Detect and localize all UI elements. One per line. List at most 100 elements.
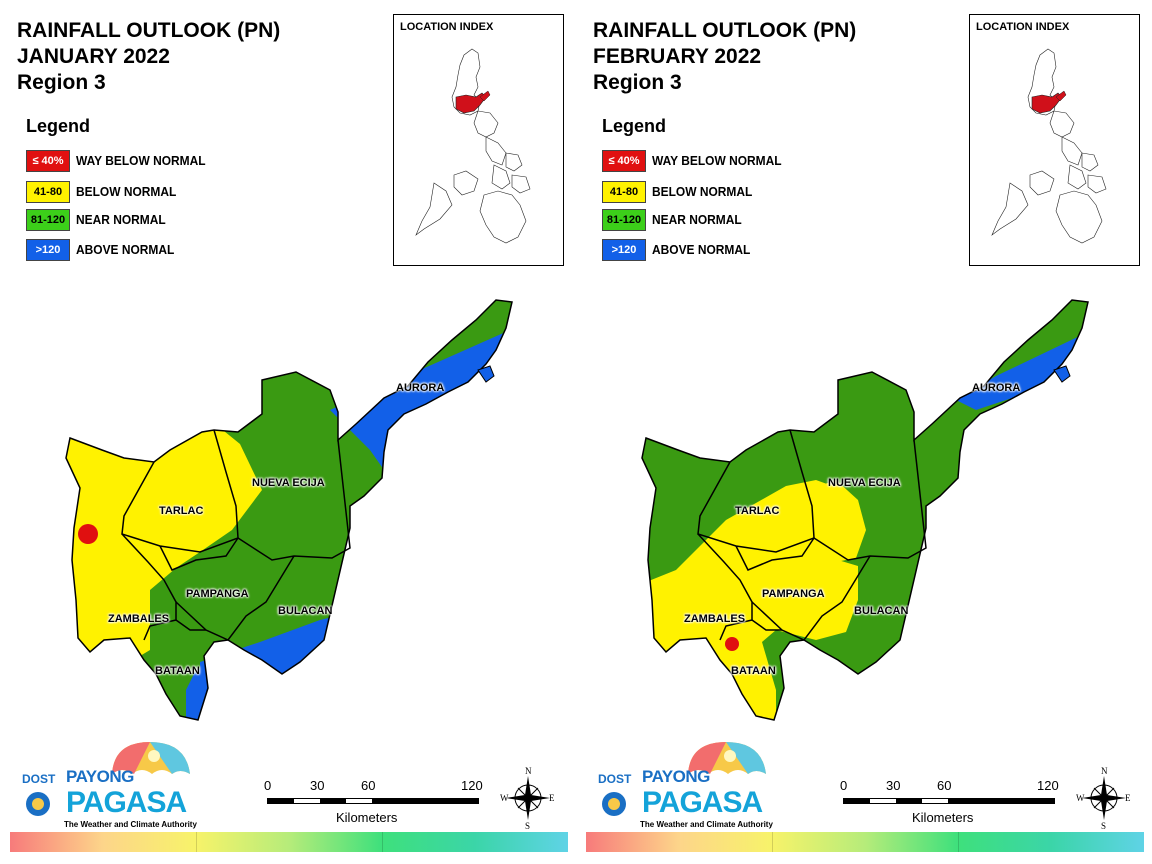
scale-tick: 0 — [264, 778, 272, 793]
compass-n: N — [1101, 766, 1108, 776]
compass-rose-icon: N E S W — [500, 766, 555, 831]
compass-e: E — [1125, 793, 1131, 803]
province-label-pampanga: PAMPANGA — [186, 588, 249, 600]
location-index-title: LOCATION INDEX — [976, 21, 1070, 33]
compass-n: N — [525, 766, 532, 776]
way-below-normal-zone — [725, 637, 739, 651]
scale-bar: 0 30 60 120 Kilometers — [840, 778, 1080, 828]
scale-bar-graphic — [843, 798, 1055, 804]
province-label-tarlac: TARLAC — [159, 505, 204, 517]
bataan-boundary — [751, 619, 782, 631]
province-label-zambales: ZAMBALES — [684, 613, 746, 625]
legend-swatch: ≤ 40% — [26, 150, 70, 172]
legend-label: NEAR NORMAL — [76, 212, 166, 227]
philippines-outline-map — [991, 48, 1107, 244]
legend-label: ABOVE NORMAL — [652, 242, 751, 257]
pampanga-north-boundary — [735, 537, 815, 571]
pagasa-logo: DOST PAYONG PAGASA The Weather and Clima… — [14, 740, 197, 832]
above-normal-zone — [956, 300, 1088, 410]
logo-dost-text: DOST — [22, 772, 56, 786]
logo-payong-text: PAYONG — [642, 767, 710, 786]
nueva-ecija-boundary — [237, 439, 351, 561]
below-normal-zone — [66, 410, 262, 662]
title-line-1: RAINFALL OUTLOOK (PN) — [17, 19, 281, 42]
tarlac-boundary — [697, 429, 815, 553]
compass-e: E — [549, 793, 555, 803]
footer-color-bar — [586, 832, 1144, 852]
logo-pagasa-text: PAGASA — [642, 786, 763, 819]
logo-payong-text: PAYONG — [66, 767, 134, 786]
title-line-2: FEBRUARY 2022 — [593, 45, 762, 68]
philippines-outline-map — [415, 48, 531, 244]
umbrella-icon — [26, 742, 190, 816]
pampanga-north-boundary — [159, 537, 239, 571]
logo-dost-text: DOST — [598, 772, 632, 786]
scale-unit-label: Kilometers — [336, 810, 398, 825]
scale-tick: 120 — [1037, 778, 1059, 793]
bataan-boundary — [175, 619, 206, 631]
region3-rainfall-map — [641, 299, 1089, 721]
province-label-bataan: BATAAN — [731, 665, 776, 677]
province-label-zambales: ZAMBALES — [108, 613, 170, 625]
legend-swatch: >120 — [26, 239, 70, 261]
scale-bar-graphic — [267, 798, 479, 804]
legend-label: WAY BELOW NORMAL — [76, 153, 206, 168]
compass-w: W — [500, 793, 509, 803]
location-index: LOCATION INDEX — [969, 14, 1140, 266]
legend-label: NEAR NORMAL — [652, 212, 742, 227]
region3-rainfall-map — [65, 299, 513, 721]
scale-bar: 0 30 60 120 Kilometers — [264, 778, 504, 828]
province-label-nueva-ecija: NUEVA ECIJA — [828, 477, 901, 489]
province-label-bataan: BATAAN — [155, 665, 200, 677]
scale-tick: 30 — [310, 778, 325, 793]
below-normal-zone — [808, 480, 866, 562]
tarlac-boundary — [121, 429, 239, 553]
scale-tick: 30 — [886, 778, 901, 793]
outlook-panel-january: RAINFALL OUTLOOK (PN) JANUARY 2022 Regio… — [10, 14, 568, 852]
title-line-1: RAINFALL OUTLOOK (PN) — [593, 19, 857, 42]
compass-s: S — [525, 821, 530, 830]
umbrella-icon — [602, 742, 766, 816]
logo-tagline: The Weather and Climate Authority — [640, 820, 773, 829]
logo-pagasa-text: PAGASA — [66, 786, 187, 819]
legend-label: WAY BELOW NORMAL — [652, 153, 782, 168]
title-line-3: Region 3 — [17, 71, 106, 94]
legend-label: BELOW NORMAL — [652, 184, 753, 199]
title-line-3: Region 3 — [593, 71, 682, 94]
nueva-ecija-boundary — [813, 439, 927, 561]
legend-swatch: >120 — [602, 239, 646, 261]
outlook-panel-february: RAINFALL OUTLOOK (PN) FEBRUARY 2022 Regi… — [576, 0, 1152, 864]
scale-tick: 60 — [937, 778, 952, 793]
location-index-title: LOCATION INDEX — [400, 21, 494, 33]
scale-tick: 0 — [840, 778, 848, 793]
compass-w: W — [1076, 793, 1085, 803]
province-label-bulacan: BULACAN — [278, 605, 333, 617]
north-arrow-compass: N E S W — [500, 764, 556, 831]
pagasa-logo: DOST PAYONG PAGASA The Weather and Clima… — [590, 740, 773, 832]
way-below-normal-zone — [78, 524, 98, 544]
footer-color-bar — [10, 832, 568, 852]
pampanga-east-boundary — [175, 555, 295, 641]
legend-swatch: 81-120 — [26, 209, 70, 231]
north-arrow-compass: N E S W — [1076, 764, 1132, 831]
province-label-aurora: AURORA — [396, 382, 445, 394]
legend-swatch: 41-80 — [602, 181, 646, 203]
legend-swatch: 41-80 — [26, 181, 70, 203]
legend-swatch: 81-120 — [602, 209, 646, 231]
pampanga-east-boundary — [751, 555, 871, 641]
province-label-bulacan: BULACAN — [854, 605, 909, 617]
scale-tick: 60 — [361, 778, 376, 793]
map-title: RAINFALL OUTLOOK (PN) FEBRUARY 2022 Regi… — [593, 18, 856, 96]
title-line-2: JANUARY 2022 — [17, 45, 170, 68]
province-label-aurora: AURORA — [972, 382, 1021, 394]
map-title: RAINFALL OUTLOOK (PN) JANUARY 2022 Regio… — [17, 18, 280, 96]
province-label-pampanga: PAMPANGA — [762, 588, 825, 600]
scale-tick: 120 — [461, 778, 483, 793]
location-index: LOCATION INDEX — [393, 14, 564, 266]
legend-title: Legend — [26, 116, 91, 136]
scale-unit-label: Kilometers — [912, 810, 974, 825]
compass-rose-icon: N E S W — [1076, 766, 1131, 831]
legend-title: Legend — [602, 116, 667, 136]
compass-s: S — [1101, 821, 1106, 830]
province-label-tarlac: TARLAC — [735, 505, 780, 517]
